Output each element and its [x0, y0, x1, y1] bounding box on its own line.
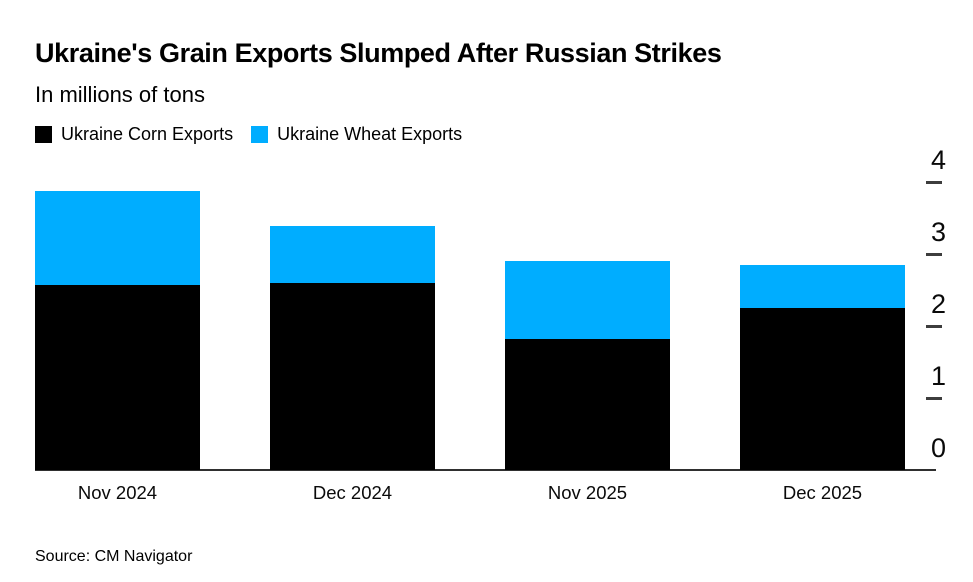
y-axis-label-3: 3 [930, 217, 946, 247]
y-axis-tick-2 [926, 325, 942, 328]
chart-subtitle: In millions of tons [35, 82, 205, 107]
wheat-swatch-icon [251, 126, 269, 143]
bar-wheat-dec-2024 [270, 225, 435, 283]
bar-corn-dec-2025 [740, 308, 905, 470]
bar-corn-nov-2024 [35, 284, 200, 470]
source-note: Source: CM Navigator [35, 548, 193, 565]
bar-wheat-dec-2025 [740, 264, 905, 308]
bar-wheat-nov-2024 [35, 190, 200, 285]
x-axis-label-dec-2024: Dec 2024 [312, 482, 393, 503]
y-axis-label-0: 0 [930, 433, 946, 463]
chart-title: Ukraine's Grain Exports Slumped After Ru… [35, 38, 722, 68]
y-axis-tick-4 [926, 181, 942, 184]
x-axis-label-nov-2025: Nov 2025 [547, 482, 628, 503]
y-axis-tick-3 [926, 253, 942, 256]
legend-label-corn: Ukraine Corn Exports [61, 124, 234, 144]
bar-corn-nov-2025 [505, 338, 670, 470]
chart-legend: Ukraine Corn Exports Ukraine Wheat Expor… [35, 124, 462, 145]
y-axis-label-2: 2 [930, 289, 946, 319]
legend-item-corn: Ukraine Corn Exports [35, 124, 233, 145]
legend-label-wheat: Ukraine Wheat Exports [277, 124, 463, 144]
bar-wheat-nov-2025 [505, 261, 670, 339]
y-axis-label-1: 1 [930, 361, 946, 391]
y-axis-tick-1 [926, 397, 942, 400]
x-axis-label-dec-2025: Dec 2025 [782, 482, 863, 503]
y-axis-label-4: 4 [930, 145, 946, 175]
x-axis-label-nov-2024: Nov 2024 [77, 482, 158, 503]
corn-swatch-icon [35, 126, 52, 143]
bar-corn-dec-2024 [270, 282, 435, 470]
x-axis-line [35, 469, 936, 471]
legend-item-wheat: Ukraine Wheat Exports [251, 124, 462, 145]
